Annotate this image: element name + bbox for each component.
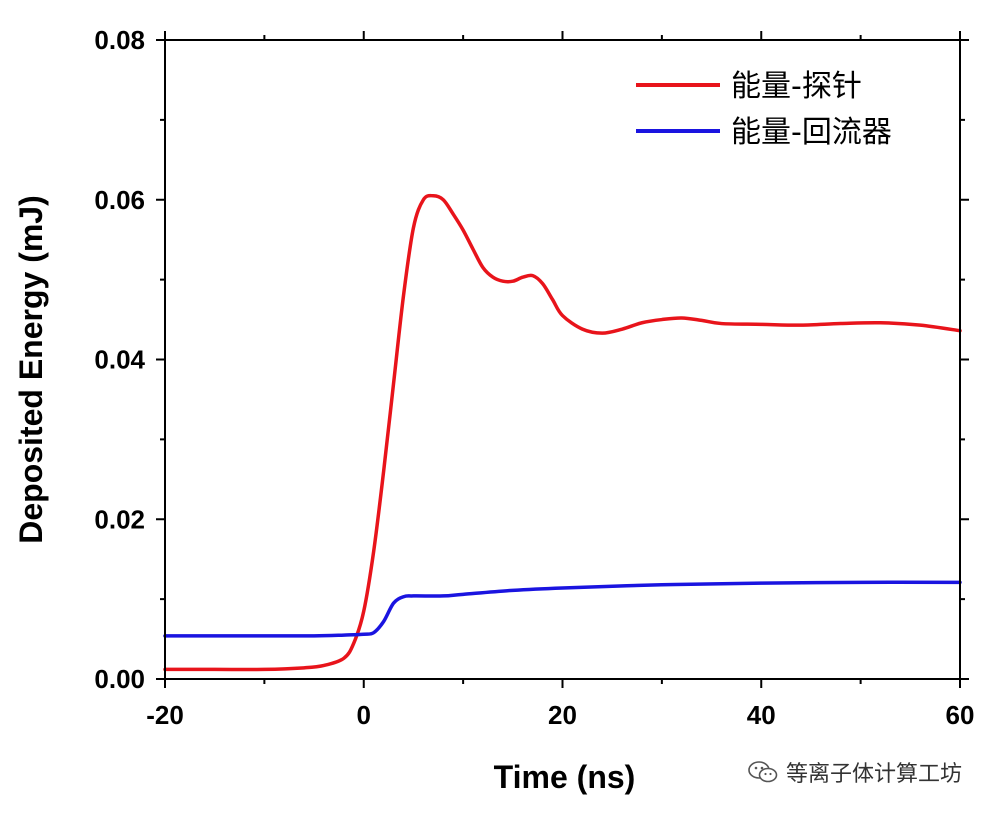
series-line-1: [163, 193, 962, 672]
plot-series: [163, 193, 962, 672]
x-tick-label: 40: [747, 700, 776, 730]
plot-frame: [164, 39, 961, 680]
legend-label-1: 能量-探针: [731, 69, 862, 104]
series-line-2: [163, 580, 962, 638]
tick-labels: -20 0 20 40 60 0.00 0.02 0.04 0.06 0.08: [94, 25, 974, 730]
y-tick-label: 0.06: [94, 185, 145, 215]
x-tick-label: -20: [146, 700, 184, 730]
y-tick-label: 0.08: [94, 25, 145, 55]
y-tick-label: 0.04: [94, 345, 145, 375]
x-tick-label: 0: [357, 700, 371, 730]
legend-label-2: 能量-回流器: [731, 115, 892, 150]
x-tick-label: 60: [946, 700, 975, 730]
y-axis-title: Deposited Energy (mJ): [13, 195, 49, 544]
watermark-text: 等离子体计算工坊: [785, 762, 962, 787]
x-axis-title: Time (ns): [494, 759, 636, 795]
wechat-icon: [748, 761, 778, 783]
y-tick-label: 0.00: [94, 664, 145, 694]
watermark: 等离子体计算工坊: [748, 756, 962, 788]
y-tick-label: 0.02: [94, 504, 145, 534]
x-tick-label: 20: [548, 700, 577, 730]
